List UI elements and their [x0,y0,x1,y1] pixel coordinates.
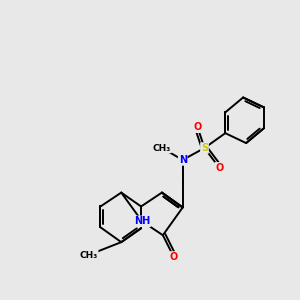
Text: S: S [201,143,208,153]
Text: O: O [215,163,224,173]
Text: NH: NH [134,216,150,226]
Text: N: N [178,155,187,165]
Text: O: O [170,252,178,262]
Text: CH₃: CH₃ [153,143,171,152]
Text: CH₃: CH₃ [80,250,98,260]
Text: O: O [194,122,202,132]
